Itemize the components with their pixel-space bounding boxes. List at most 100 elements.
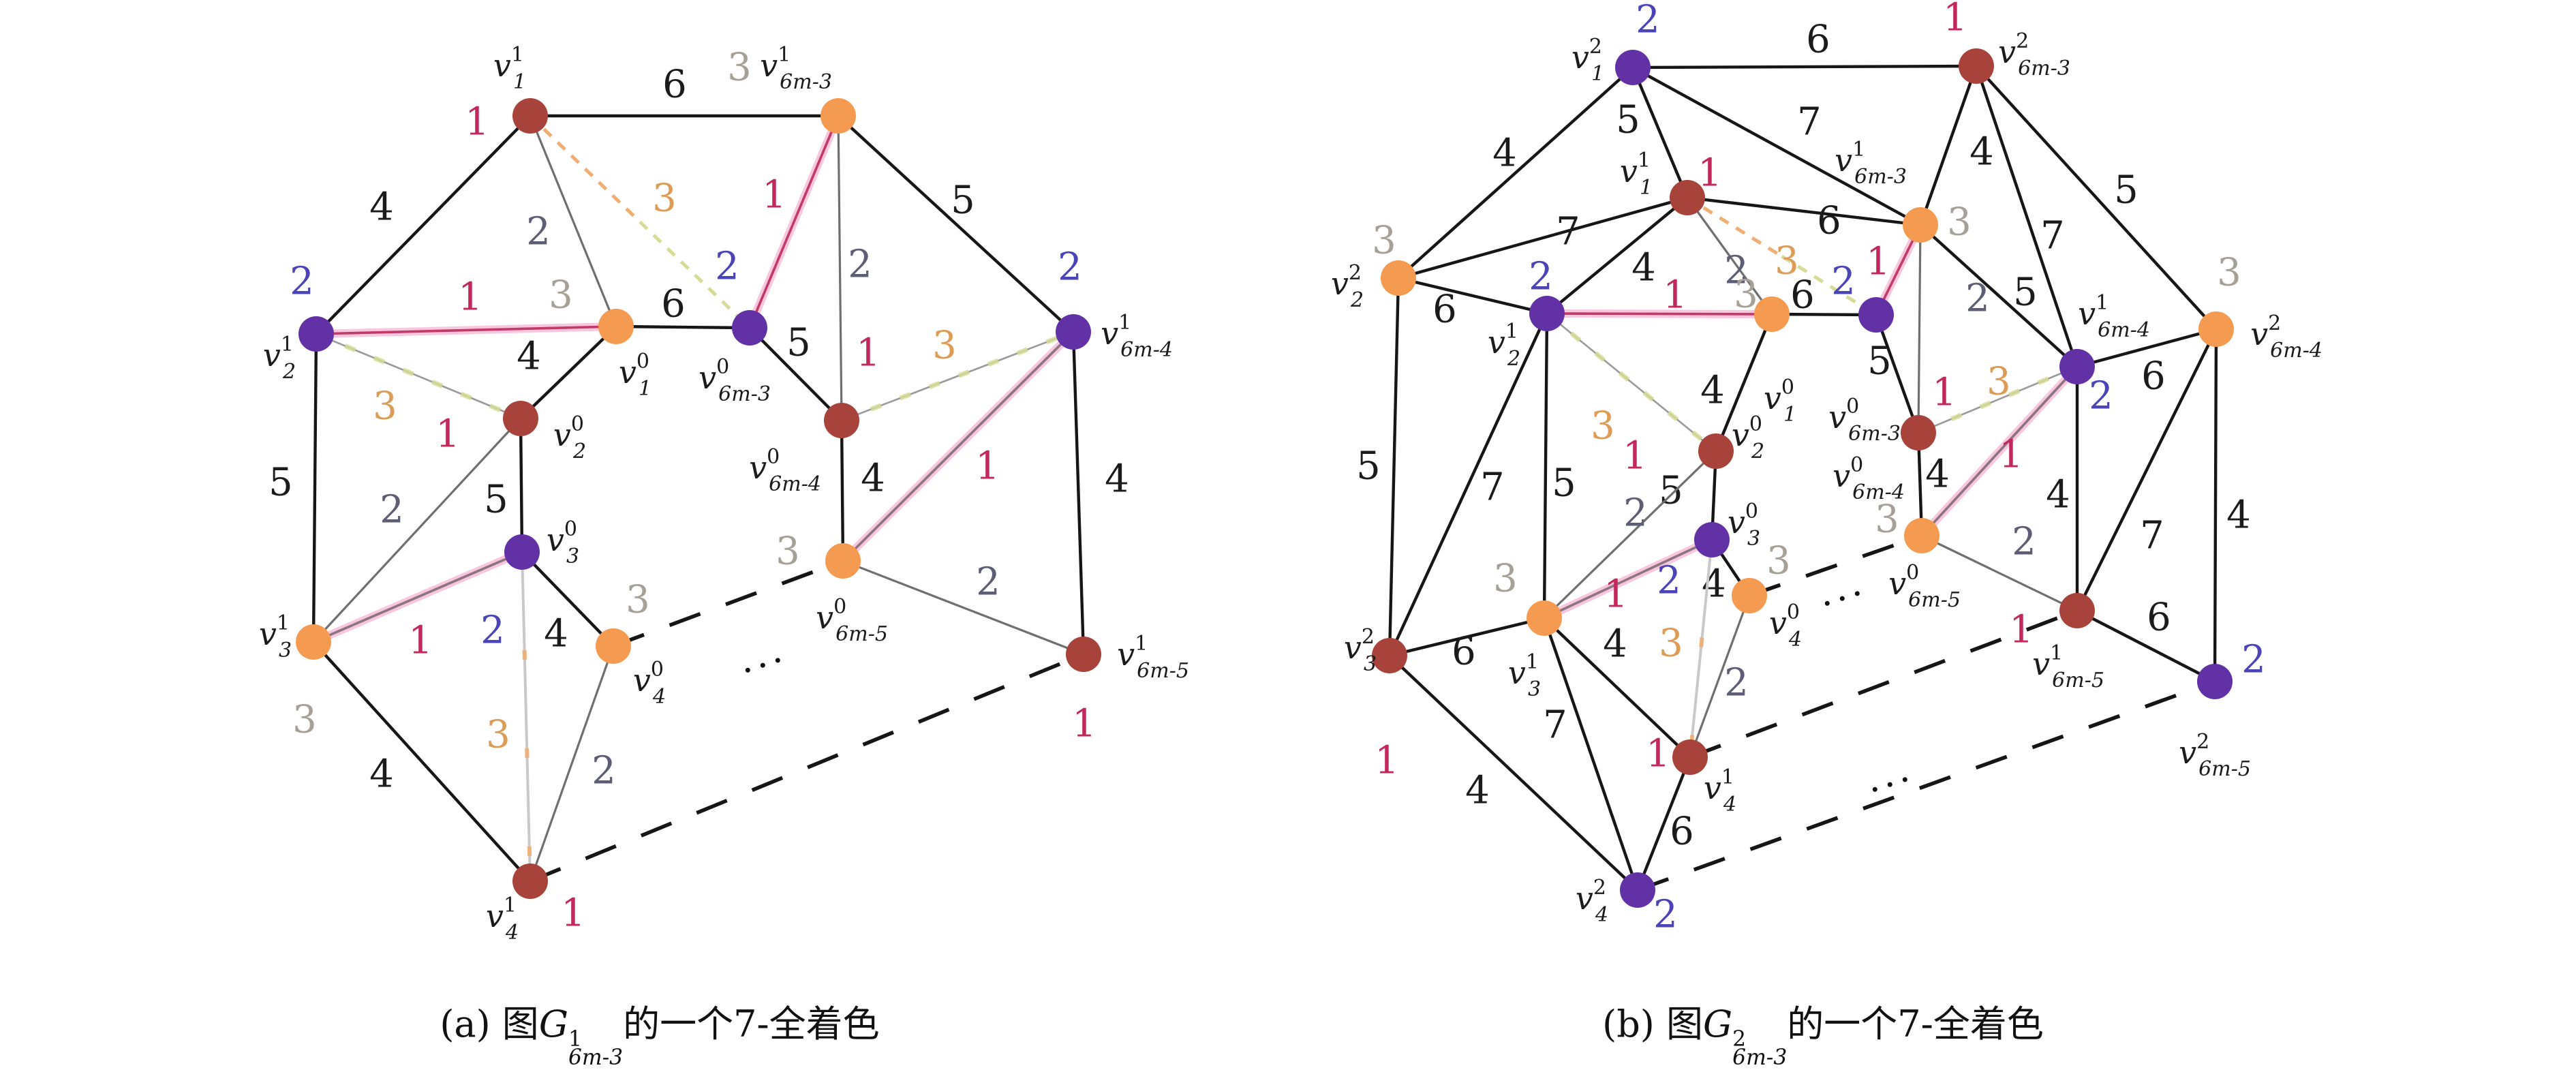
vertex-dot xyxy=(296,624,331,660)
vertex-color-label: 2 xyxy=(1657,559,1681,603)
edge-label: 7 xyxy=(1797,100,1822,144)
edge-label: 3 xyxy=(1987,360,2011,404)
edge-label: 5 xyxy=(2013,271,2038,315)
edge-label: 3 xyxy=(652,177,677,221)
edge-line xyxy=(519,325,617,420)
edge-line xyxy=(1542,617,1640,891)
edge-line xyxy=(1874,314,1920,433)
vertex-color-label: 1 xyxy=(856,331,880,376)
caption-a-prefix: (a) 图 xyxy=(440,1003,539,1045)
vertex-dot xyxy=(2197,664,2233,699)
edge-label: 4 xyxy=(1603,622,1627,667)
edge-label: 7 xyxy=(1543,703,1567,748)
caption-a-suffix: 的一个7-全着色 xyxy=(623,1003,880,1045)
vertex-dot xyxy=(1527,600,1562,636)
vertex-color-label: 1 xyxy=(1943,0,1967,40)
edge-line xyxy=(840,420,845,562)
vertex-name: v1 3 xyxy=(259,611,292,662)
vertex-name: v0 2 xyxy=(1732,412,1764,463)
vertex-dot xyxy=(1056,314,1091,350)
edge-line xyxy=(837,114,1075,333)
edge-label: 5 xyxy=(1659,469,1683,513)
edge-line xyxy=(639,220,751,329)
edge-line xyxy=(1389,616,1545,658)
vertex-dot xyxy=(1620,872,1655,908)
edge-line xyxy=(1918,365,2078,434)
vertex-dot xyxy=(1754,296,1790,332)
vertex-color-label: 1 xyxy=(561,891,585,936)
vertex-dot xyxy=(503,401,538,436)
edge-line xyxy=(1542,313,1549,619)
edge-line xyxy=(837,115,843,421)
continuation-edge xyxy=(1689,609,2078,759)
vertex-dot xyxy=(1670,180,1705,215)
edge-label: 5 xyxy=(1356,444,1381,489)
vertex-color-label: 3 xyxy=(1493,557,1518,601)
vertex-name: v1 6m-3 xyxy=(760,43,832,94)
continuation-edge xyxy=(1749,534,1922,598)
edge-label: 2 xyxy=(1965,277,1990,321)
edge-line xyxy=(748,115,840,328)
vertex-color-label: 2 xyxy=(2241,638,2266,682)
vertex-dot xyxy=(825,543,861,579)
vertex-name: v0 3 xyxy=(1728,500,1760,551)
edge-line xyxy=(1387,277,1400,656)
edge-label: 4 xyxy=(544,612,568,656)
caption-b-sup: 2 xyxy=(1732,1027,1747,1052)
vertex-name: v0 6m-5 xyxy=(816,595,888,646)
edge-label: 4 xyxy=(2046,473,2070,517)
caption-a-sup: 1 xyxy=(568,1027,582,1052)
edge-line xyxy=(529,114,641,224)
edge-line xyxy=(1631,66,1922,226)
edge-label: 7 xyxy=(2040,214,2065,258)
edge-line xyxy=(1686,197,1773,315)
vertex-name: v1 4 xyxy=(486,893,519,945)
vertex-name: v0 4 xyxy=(633,658,666,709)
vertex-dot xyxy=(1694,522,1730,557)
edge-label: 4 xyxy=(1492,132,1517,176)
vertex-dot xyxy=(1066,637,1101,672)
vertex-name: v1 2 xyxy=(263,333,296,384)
edge-label: 4 xyxy=(1631,246,1656,290)
edge-line xyxy=(2213,328,2218,682)
edge-line xyxy=(1388,654,1639,891)
vertex-color-label: 1 xyxy=(435,412,460,457)
vertex-name: v0 2 xyxy=(553,412,586,463)
edge-label: 4 xyxy=(369,752,394,797)
vertex-name: v1 6m-5 xyxy=(1117,632,1189,683)
edge-line xyxy=(315,114,532,335)
edge-label: 4 xyxy=(1105,457,1129,502)
edge-label: 3 xyxy=(486,713,510,757)
edge-line xyxy=(1071,331,1086,655)
edge-label: 4 xyxy=(369,185,394,230)
edge-label: 3 xyxy=(932,324,957,368)
edge-label: 1 xyxy=(458,275,482,320)
edge-line xyxy=(1974,65,2079,367)
edge-label: 6 xyxy=(1790,273,1815,318)
edge-label: 5 xyxy=(1552,461,1576,506)
vertex-color-label: 3 xyxy=(2217,251,2241,295)
continuation-edge xyxy=(529,652,1085,883)
ellipsis-dots: ··· xyxy=(735,637,794,692)
vertex-name: v2 3 xyxy=(1344,625,1377,676)
caption-a-sub: 6m-3 xyxy=(568,1045,624,1070)
edge-label: 4 xyxy=(1700,369,1725,413)
edge-line xyxy=(313,551,523,643)
vertex-color-label: 3 xyxy=(1372,219,1396,263)
edge-line xyxy=(2076,328,2218,611)
vertex-color-label: 2 xyxy=(1058,245,1082,290)
edge-line xyxy=(1636,756,1692,891)
edge-line xyxy=(315,331,522,421)
vertex-dot xyxy=(2198,311,2234,347)
edge-label: 5 xyxy=(1867,339,1892,384)
edge-line xyxy=(1918,65,1978,226)
edge-line xyxy=(312,417,522,643)
edge-line xyxy=(529,645,615,882)
edge-label: 5 xyxy=(786,321,811,365)
vertex-name: v1 4 xyxy=(1704,765,1736,816)
vertex-color-label: 1 xyxy=(1375,739,1399,783)
edge-label: 2 xyxy=(1623,491,1648,536)
edge-line xyxy=(1689,595,1751,758)
